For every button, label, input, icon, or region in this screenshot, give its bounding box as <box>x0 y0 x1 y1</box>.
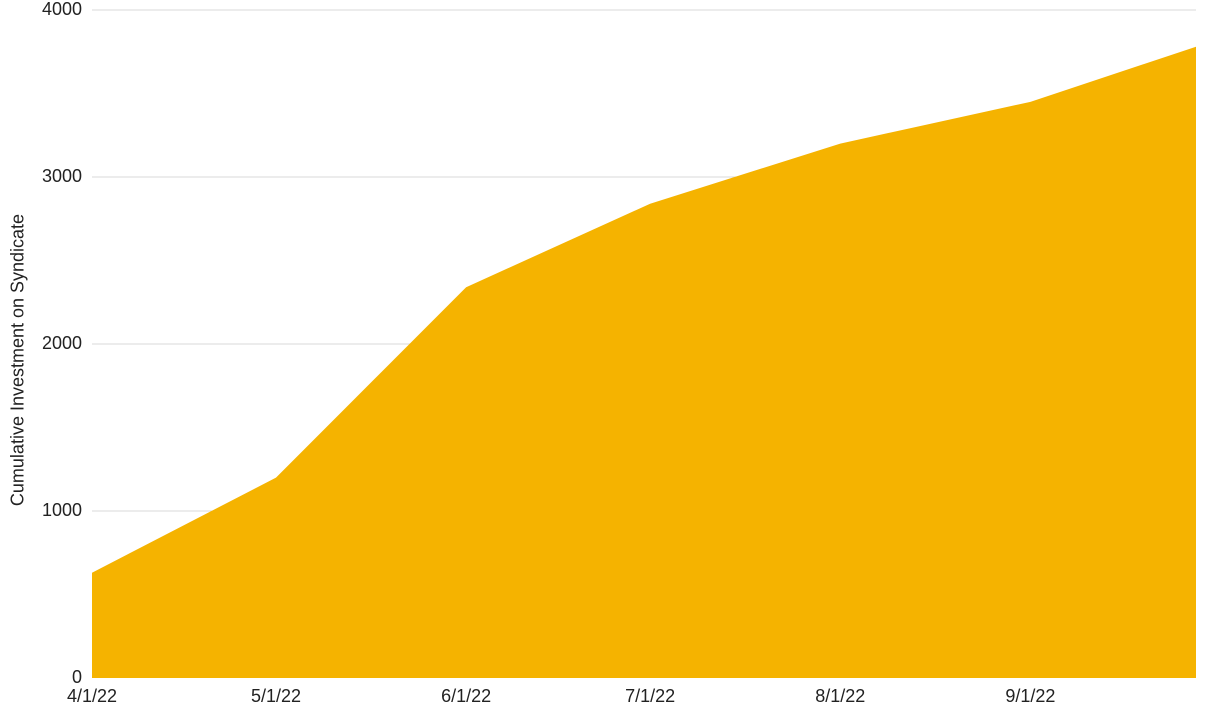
y-tick-label: 4000 <box>42 0 82 19</box>
x-tick-label: 5/1/22 <box>251 686 301 706</box>
x-tick-label: 8/1/22 <box>815 686 865 706</box>
area-chart: Cumulative Investment on Syndicate 0 1000… <box>0 0 1206 720</box>
y-tick-label: 2000 <box>42 333 82 353</box>
y-axis-label: Cumulative Investment on Syndicate <box>8 214 29 506</box>
y-tick-label: 3000 <box>42 166 82 186</box>
y-tick-label: 0 <box>72 667 82 687</box>
x-tick-label: 6/1/22 <box>441 686 491 706</box>
y-tick-label: 1000 <box>42 500 82 520</box>
chart-svg: 0 1000 2000 3000 4000 4/1/22 5/1/22 6/1/22 7/1/2… <box>0 0 1206 720</box>
x-tick-label: 7/1/22 <box>625 686 675 706</box>
x-tick-label: 4/1/22 <box>67 686 117 706</box>
x-tick-label: 9/1/22 <box>1005 686 1055 706</box>
